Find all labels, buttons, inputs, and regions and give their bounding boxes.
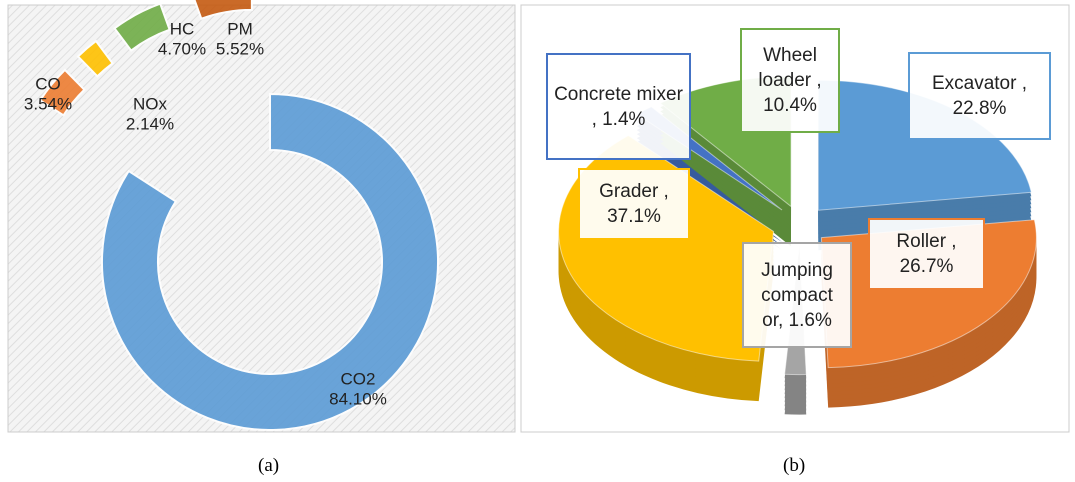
slice-value: 4.70% (158, 39, 206, 58)
slice-label: Concrete mixer , 1.4% (546, 53, 691, 160)
slice-label: Excavator , 22.8% (908, 52, 1051, 140)
donut-slice (76, 39, 114, 78)
caption-b: (b) (783, 455, 806, 476)
slice-category: PM (227, 19, 253, 38)
slice-value: 5.52% (216, 39, 264, 58)
donut-slice (101, 92, 439, 431)
slice-category: CO2 (341, 369, 376, 388)
slice-label: Wheel loader , 10.4% (740, 28, 840, 133)
donut-slice (38, 68, 86, 117)
slice-category: CO (35, 74, 61, 93)
donut-slice (113, 2, 171, 52)
slice-value: 3.54% (24, 94, 72, 113)
slice-label: Jumping compact or, 1.6% (742, 242, 852, 348)
caption-a: (a) (258, 455, 280, 476)
slice-label: Grader , 37.1% (578, 168, 690, 240)
slice-category: HC (170, 19, 195, 38)
slice-value: 2.14% (126, 114, 174, 133)
donut-slice (193, 0, 253, 21)
panel-a (7, 4, 516, 433)
slice-category: NOx (133, 94, 168, 113)
slice-value: 84.10% (329, 389, 387, 408)
slice-label: Roller , 26.7% (868, 218, 985, 290)
